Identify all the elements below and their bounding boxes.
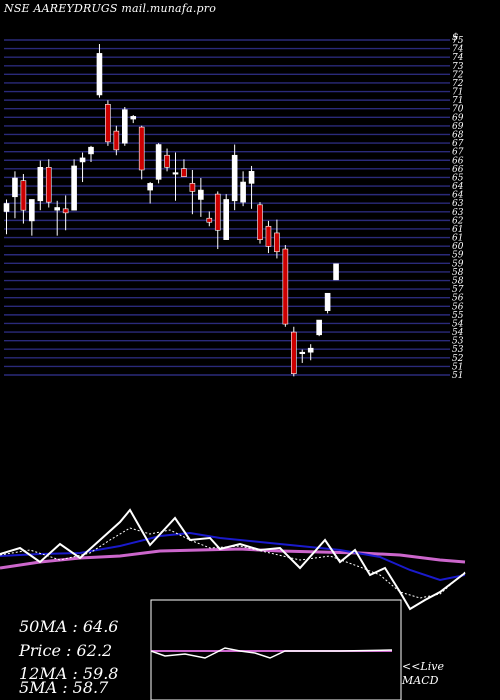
- y-tick-label: 53: [452, 345, 464, 355]
- candle-up: [172, 172, 179, 175]
- candle-up: [198, 189, 204, 200]
- y-tick-label: 58: [452, 268, 464, 278]
- candle-down: [189, 183, 196, 192]
- y-tick-label: 52: [452, 354, 464, 364]
- y-tick-label: 72: [452, 79, 464, 89]
- y-tick-label: 67: [452, 148, 464, 158]
- y-tick-label: 54: [452, 319, 464, 329]
- macd-box: [150, 599, 402, 700]
- y-axis-labels: 7574747372727171706969686767666665646463…: [452, 36, 464, 381]
- candle-down: [214, 193, 221, 231]
- y-tick-label: 56: [452, 294, 464, 304]
- y-tick-label: 60: [452, 242, 464, 252]
- y-tick-label: 62: [452, 216, 464, 226]
- candle-up: [316, 319, 322, 336]
- macd-live-label: <<Live: [402, 660, 444, 673]
- stat-12ma: 12MA : 59.8: [19, 664, 119, 683]
- candle-up: [122, 109, 128, 144]
- y-tick-label: 69: [452, 122, 464, 132]
- y-tick-label: 57: [452, 285, 464, 295]
- y-tick-label: 58: [452, 277, 464, 287]
- candle-up: [96, 53, 103, 96]
- y-tick-label: 51: [452, 371, 463, 381]
- y-tick-label: 61: [452, 234, 463, 244]
- y-tick-label: 56: [452, 302, 464, 312]
- y-tick-label: 70: [452, 105, 464, 115]
- candle-up: [324, 292, 331, 311]
- y-tick-label: 68: [452, 130, 464, 140]
- y-tick-label: 71: [452, 96, 463, 106]
- candle-down: [105, 104, 111, 143]
- candle-down: [45, 167, 52, 203]
- y-tick-label: 63: [452, 208, 464, 218]
- candle-up: [155, 144, 162, 180]
- candle-up: [333, 263, 339, 281]
- macd-name-label: MACD: [402, 674, 439, 687]
- y-tick-label: 74: [452, 45, 464, 55]
- y-tick-label: 64: [452, 182, 464, 192]
- candle-up: [299, 351, 306, 355]
- y-tick-label: 55: [452, 311, 464, 321]
- y-tick-label: 61: [452, 225, 463, 235]
- stat-price: Price : 62.2: [19, 641, 113, 660]
- candle-up: [240, 181, 246, 203]
- candle-up: [147, 183, 153, 191]
- y-tick-label: 59: [452, 259, 464, 269]
- y-tick-label: 66: [452, 165, 464, 175]
- candle-down: [274, 232, 280, 253]
- y-axis-header: $: [452, 32, 459, 43]
- candle-down: [265, 225, 272, 247]
- candle-up: [79, 157, 86, 163]
- macd-line: [150, 647, 393, 659]
- candle-up: [54, 207, 61, 211]
- candle-up: [248, 171, 255, 184]
- candle-down: [113, 130, 120, 151]
- chart-title: NSE AAREYDRUGS mail.munafa.pro: [4, 2, 217, 15]
- y-tick-label: 72: [452, 70, 464, 80]
- candle-up: [71, 165, 77, 211]
- candle-up: [223, 199, 229, 240]
- candle-down: [164, 154, 170, 168]
- candle-up: [37, 167, 44, 202]
- candle-down: [62, 208, 69, 214]
- y-tick-label: 74: [452, 53, 464, 63]
- y-tick-label: 59: [452, 251, 464, 261]
- candle-down: [282, 248, 289, 325]
- candle-down: [290, 331, 297, 374]
- y-tick-label: 73: [452, 62, 464, 72]
- y-tick-label: 67: [452, 139, 464, 149]
- candle-up: [29, 199, 35, 222]
- candle-up: [12, 177, 18, 198]
- y-tick-label: 64: [452, 191, 464, 201]
- candle-up: [231, 154, 238, 202]
- y-tick-label: 69: [452, 113, 464, 123]
- y-tick-label: 53: [452, 337, 464, 347]
- candle-up: [88, 146, 94, 155]
- ma-short-line: [0, 508, 466, 611]
- candle-down: [138, 126, 145, 171]
- candle-up: [3, 203, 10, 212]
- candle-up: [307, 347, 314, 353]
- y-tick-label: 66: [452, 156, 464, 166]
- candle-down: [20, 180, 27, 211]
- candle-down: [257, 204, 263, 240]
- y-tick-label: 65: [452, 173, 464, 183]
- y-tick-label: 51: [452, 362, 463, 372]
- candle-down: [181, 168, 187, 177]
- y-tick-label: 54: [452, 328, 464, 338]
- moving-average-panel: [0, 508, 466, 611]
- candle-down: [206, 217, 213, 223]
- y-tick-label: 63: [452, 199, 464, 209]
- y-tick-label: 71: [452, 88, 463, 98]
- candles: [3, 44, 339, 377]
- ma-long-line: [0, 531, 466, 582]
- stat-5ma: 5MA : 58.7: [19, 678, 109, 697]
- stat-50ma: 50MA : 64.6: [19, 617, 119, 636]
- candle-up: [130, 116, 137, 120]
- y-tick-label: 75: [452, 36, 464, 46]
